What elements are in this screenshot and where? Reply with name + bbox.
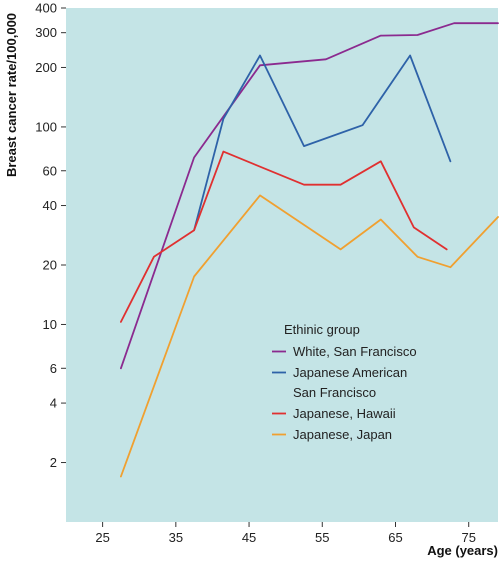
x-tick-label: 25 — [95, 530, 109, 545]
x-tick-label: 55 — [315, 530, 329, 545]
x-tick-label: 35 — [169, 530, 183, 545]
plot-area — [66, 8, 498, 522]
series-line-3 — [120, 194, 499, 478]
legend-label: White, San Francisco — [293, 344, 417, 359]
y-tick-label: 400 — [35, 1, 57, 16]
series-line-2 — [120, 150, 448, 323]
legend: Ethinic group White, San Francisco Japane… — [272, 322, 417, 442]
y-tick-label: 60 — [43, 163, 57, 178]
x-axis-label: Age (years) — [427, 543, 498, 558]
x-axis: 25 35 45 55 65 75 — [95, 522, 476, 545]
y-tick-label: 300 — [35, 25, 57, 40]
y-tick-label: 20 — [43, 258, 57, 273]
legend-label: Japanese American — [293, 365, 407, 380]
legend-title: Ethinic group — [284, 322, 360, 337]
y-tick-label: 40 — [43, 198, 57, 213]
y-tick-label: 4 — [50, 396, 57, 411]
y-axis-label: Breast cancer rate/100,000 — [4, 13, 19, 177]
series-line-0 — [120, 22, 499, 370]
y-tick-label: 200 — [35, 60, 57, 75]
legend-label: Japanese, Hawaii — [293, 406, 396, 421]
y-tick-label: 6 — [50, 361, 57, 376]
legend-label: San Francisco — [293, 385, 376, 400]
y-tick-label: 2 — [50, 455, 57, 470]
series-layer — [120, 22, 499, 478]
x-tick-label: 75 — [461, 530, 475, 545]
y-axis: 2 4 6 10 20 40 60 100 200 300 400 — [35, 1, 66, 470]
y-tick-label: 100 — [35, 119, 57, 134]
series-line-1 — [193, 54, 452, 232]
x-tick-label: 45 — [242, 530, 256, 545]
x-tick-label: 65 — [388, 530, 402, 545]
y-tick-label: 10 — [43, 317, 57, 332]
legend-label: Japanese, Japan — [293, 427, 392, 442]
